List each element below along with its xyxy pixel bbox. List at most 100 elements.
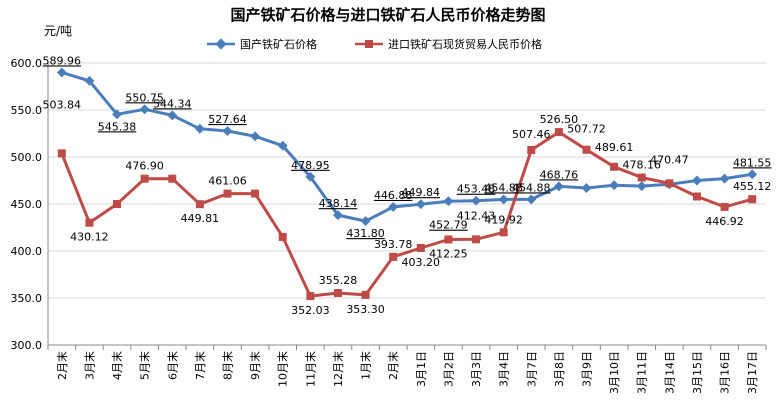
- label-domestic: 589.96: [43, 54, 82, 67]
- x-tick-label: 9月末: [248, 351, 262, 380]
- label-import: 470.47: [650, 153, 689, 166]
- y-tick-label: 450.0: [11, 198, 43, 211]
- point-domestic: [498, 194, 509, 205]
- y-tick-label: 550.0: [11, 104, 43, 117]
- point-import: [361, 290, 370, 299]
- label-domestic: 446.88: [374, 189, 413, 202]
- x-tick-label: 11月末: [303, 351, 317, 387]
- legend-item-import: 进口铁矿石现货贸易人民币价格: [355, 37, 542, 51]
- label-import: 393.78: [374, 238, 413, 251]
- point-domestic: [139, 104, 150, 115]
- label-domestic: 544.34: [153, 97, 192, 110]
- label-import: 455.12: [733, 180, 772, 193]
- x-tick-label: 3月16日: [719, 351, 732, 394]
- label-extra: 452.79: [429, 219, 468, 232]
- point-domestic: [250, 131, 261, 142]
- point-domestic: [692, 175, 702, 186]
- grid: [48, 62, 766, 299]
- legend-label-import: 进口铁矿石现货贸易人民币价格: [388, 37, 542, 51]
- point-import: [582, 145, 591, 154]
- x-tick-label: 8月末: [221, 351, 235, 380]
- point-import: [692, 192, 701, 201]
- point-import: [113, 200, 122, 208]
- point-domestic: [167, 110, 178, 121]
- point-import: [472, 235, 481, 244]
- label-import: 403.20: [402, 256, 441, 269]
- point-import: [499, 228, 508, 237]
- y-tick-label: 400.0: [11, 245, 43, 258]
- x-tick-label: 6月末: [165, 351, 179, 380]
- point-import: [610, 162, 619, 171]
- x-tick-label: 3月15日: [691, 351, 704, 394]
- label-import: 461.06: [208, 175, 247, 188]
- x-tick-label: 2月末: [55, 351, 69, 380]
- label-domestic: 527.64: [208, 113, 247, 126]
- label-domestic: 481.55: [733, 156, 772, 169]
- point-domestic: [305, 171, 316, 182]
- point-domestic: [388, 201, 399, 212]
- point-domestic: [112, 109, 122, 120]
- point-domestic: [443, 196, 454, 207]
- point-domestic: [56, 67, 67, 78]
- point-import: [251, 189, 260, 198]
- series-line-1: [60, 130, 753, 298]
- point-domestic: [609, 180, 620, 191]
- point-domestic: [526, 194, 537, 205]
- chart-title: 国产铁矿石价格与进口铁矿石人民币价格走势图: [230, 6, 545, 24]
- label-import: 507.72: [567, 123, 606, 136]
- x-tick-label: 2月末: [386, 351, 400, 380]
- x-tick-label: 1月末: [359, 351, 373, 380]
- point-domestic: [581, 183, 592, 193]
- label-import: 507.46: [512, 128, 551, 141]
- point-domestic: [194, 123, 205, 134]
- point-domestic: [415, 199, 426, 210]
- point-import: [416, 243, 425, 252]
- label-domestic: 550.75: [125, 91, 164, 104]
- point-domestic: [84, 75, 95, 86]
- point-import: [720, 202, 729, 211]
- point-import: [140, 174, 149, 183]
- x-tick-label: 3月3日: [470, 351, 483, 387]
- x-tick-label: 3月末: [82, 351, 96, 380]
- point-import: [444, 235, 453, 244]
- x-tick-label: 3月2日: [442, 351, 455, 387]
- label-import: 489.61: [595, 141, 634, 154]
- point-import: [333, 289, 342, 298]
- label-import: 355.28: [319, 274, 358, 287]
- point-import: [223, 189, 232, 198]
- label-import: 353.30: [346, 303, 385, 316]
- plot-area: [56, 67, 758, 301]
- legend-item-domestic: 国产铁矿石价格: [207, 37, 317, 51]
- point-import: [389, 252, 398, 261]
- label-import: 419.92: [484, 213, 523, 226]
- point-import: [637, 173, 646, 182]
- label-domestic: 545.38: [98, 120, 137, 133]
- unit-label: 元/吨: [44, 24, 72, 38]
- label-import: 412.43: [457, 209, 496, 222]
- label-import: 352.03: [291, 304, 330, 317]
- y-tick-label: 600.0: [11, 57, 43, 70]
- point-domestic: [360, 216, 371, 227]
- point-domestic: [333, 210, 343, 221]
- label-domestic: 438.14: [319, 197, 358, 210]
- label-domestic: 468.76: [540, 168, 579, 181]
- label-import: 430.12: [70, 231, 109, 244]
- x-tick-label: 12月末: [331, 351, 345, 387]
- label-domestic: 454.88: [484, 181, 523, 194]
- label-import: 503.84: [43, 98, 82, 111]
- y-tick-label: 300.0: [11, 339, 43, 352]
- point-domestic: [222, 126, 233, 136]
- point-import: [278, 232, 287, 241]
- x-tick-label: 10月末: [276, 351, 290, 387]
- label-domestic: 431.80: [346, 227, 385, 240]
- point-import: [554, 128, 563, 137]
- label-import: 476.90: [125, 160, 164, 173]
- point-import: [306, 292, 315, 301]
- point-domestic: [747, 169, 758, 180]
- y-tick-label: 350.0: [11, 292, 43, 305]
- x-tick-label: 5月末: [138, 351, 152, 380]
- legend: 国产铁矿石价格 进口铁矿石现货贸易人民币价格: [207, 37, 542, 51]
- point-import: [665, 179, 674, 188]
- y-tick-label: 500.0: [11, 151, 43, 164]
